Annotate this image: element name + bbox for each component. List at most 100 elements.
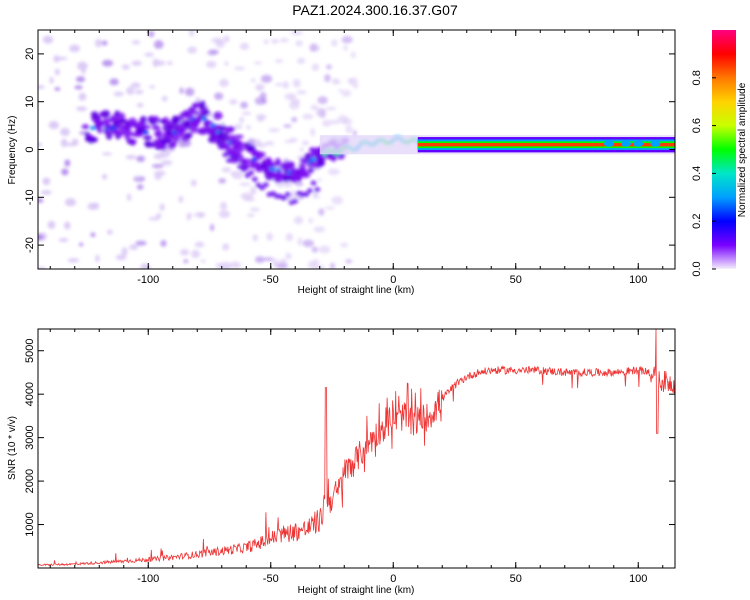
- y-tick-label: 1000: [24, 512, 36, 536]
- ridge-blob: [95, 119, 103, 126]
- noise-blob: [71, 138, 79, 147]
- ridge-blob: [287, 161, 296, 170]
- noise-blob: [252, 234, 259, 242]
- colorbar-tick-label: 0.4: [691, 166, 703, 181]
- ridge-blob: [248, 170, 255, 176]
- x-tick-label: -50: [263, 274, 279, 286]
- noise-blob: [254, 61, 262, 65]
- noise-blob: [317, 178, 322, 182]
- noise-blob: [264, 141, 275, 146]
- steady-signal-layer: [417, 143, 675, 147]
- ridge-blob: [118, 119, 129, 124]
- ridge-blob: [310, 180, 317, 186]
- noise-blob: [218, 178, 227, 184]
- noise-blob: [266, 232, 274, 241]
- noise-blob: [291, 98, 301, 105]
- ridge-blob: [91, 136, 98, 143]
- ridge-blob: [281, 195, 288, 201]
- noise-blob: [115, 254, 127, 261]
- noise-blob: [311, 195, 321, 199]
- noise-blob: [136, 184, 144, 190]
- noise-blob: [341, 35, 353, 44]
- y-tick-label: 20: [24, 48, 36, 60]
- noise-blob: [350, 51, 357, 59]
- noise-blob: [40, 190, 52, 195]
- colorbar: 0.0 0.2 0.4 0.6 0.8 Normalized spectral ampl…: [691, 30, 748, 277]
- ridge-blob: [234, 134, 244, 139]
- noise-blob: [279, 258, 288, 265]
- colorbar-gradient: [712, 30, 736, 269]
- ridge-blob: [226, 158, 233, 164]
- noise-blob: [191, 249, 201, 259]
- ridge-blob: [205, 120, 213, 125]
- colorbar-tick-label: 0.8: [691, 70, 703, 85]
- noise-blob: [76, 106, 88, 112]
- colorbar-tick-label: 0.2: [691, 214, 703, 229]
- noise-blob: [255, 83, 265, 91]
- noise-blob: [48, 121, 60, 130]
- noise-blob: [282, 81, 290, 89]
- noise-blob: [324, 74, 331, 83]
- x-tick-label: 50: [510, 573, 522, 585]
- noise-blob: [183, 259, 189, 264]
- noise-blob: [166, 61, 173, 66]
- y-tick-label: -10: [24, 189, 36, 205]
- noise-blob: [275, 82, 284, 87]
- noise-blob: [129, 244, 139, 251]
- noise-blob: [239, 116, 245, 124]
- ridge-blob: [127, 139, 137, 144]
- noise-blob: [331, 196, 344, 205]
- noise-blob: [342, 117, 353, 126]
- noise-blob: [38, 85, 45, 89]
- noise-blob: [206, 60, 217, 68]
- ridge-blob: [171, 115, 181, 124]
- ridge-blob: [236, 145, 245, 153]
- noise-blob: [77, 61, 88, 71]
- noise-blob: [221, 167, 231, 173]
- noise-blob: [109, 78, 119, 86]
- noise-blob: [289, 97, 294, 101]
- spectrogram-y-axis-label: Frequency (Hz): [7, 116, 18, 185]
- noise-blob: [275, 59, 283, 63]
- noise-blob: [302, 239, 314, 248]
- ridge-blob: [255, 151, 266, 159]
- x-tick-label: 100: [629, 573, 647, 585]
- snr-x-axis-label: Height of straight line (km): [298, 585, 415, 596]
- noise-blob: [345, 125, 353, 134]
- noise-blob: [345, 259, 353, 264]
- noise-blob: [131, 40, 141, 45]
- noise-blob: [262, 257, 274, 262]
- noise-blob: [49, 76, 54, 84]
- noise-blob: [153, 40, 164, 49]
- noise-blob: [299, 147, 304, 153]
- ridge-blob: [227, 126, 236, 132]
- noise-blob: [220, 261, 232, 269]
- ridge-blob: [218, 144, 225, 150]
- noise-blob: [296, 57, 306, 65]
- ridge-blob: [156, 129, 163, 139]
- ridge-blob: [105, 123, 111, 129]
- colorbar-tick-label: 0.6: [691, 118, 703, 133]
- ridge-blob: [184, 132, 193, 139]
- noise-blob: [190, 179, 197, 187]
- noise-blob: [234, 66, 245, 71]
- noise-blob: [106, 229, 113, 235]
- chart-title: PAZ1.2024.300.16.37.G07: [292, 2, 458, 18]
- noise-blob: [295, 40, 303, 47]
- y-tick-label: 0: [24, 146, 36, 152]
- noise-blob: [60, 138, 68, 148]
- y-tick-label: 4000: [24, 382, 36, 406]
- noise-blob: [78, 242, 84, 247]
- noise-blob: [259, 92, 267, 100]
- ridge-core-blob: [142, 130, 149, 135]
- noise-blob: [187, 46, 197, 54]
- noise-blob: [322, 119, 332, 127]
- noise-blob: [149, 85, 156, 89]
- y-tick-label: 2000: [24, 469, 36, 493]
- noise-blob: [101, 59, 114, 67]
- ridge-blob: [317, 158, 326, 167]
- noise-blob: [69, 44, 81, 53]
- x-tick-label: -100: [137, 573, 159, 585]
